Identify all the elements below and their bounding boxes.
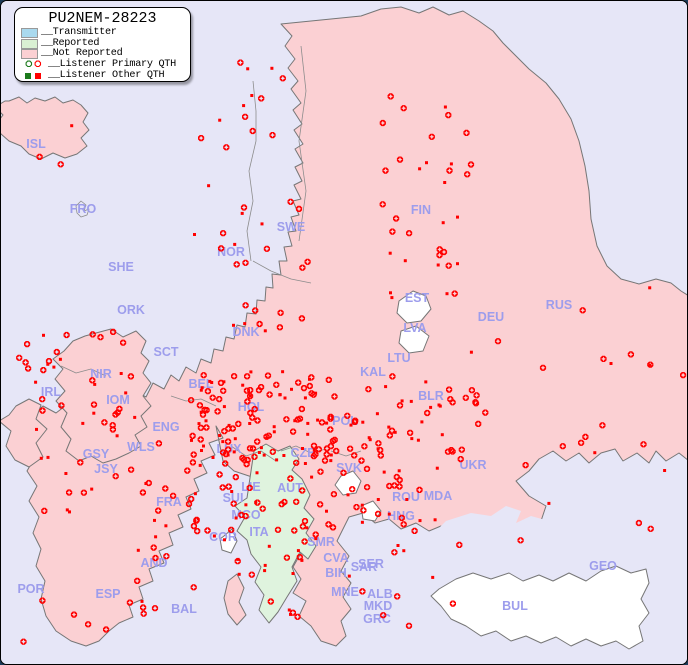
svg-text:SVK: SVK <box>336 461 362 475</box>
svg-text:GSY: GSY <box>83 447 110 461</box>
svg-text:RUS: RUS <box>546 298 572 312</box>
svg-text:ORK: ORK <box>117 303 145 317</box>
svg-text:ITA: ITA <box>249 525 268 539</box>
svg-text:LVA: LVA <box>403 321 426 335</box>
svg-text:EST: EST <box>405 291 430 305</box>
svg-text:SMR: SMR <box>307 535 335 549</box>
svg-text:GEO: GEO <box>589 559 617 573</box>
svg-text:GRC: GRC <box>363 612 391 626</box>
svg-text:SAR: SAR <box>351 560 377 574</box>
svg-text:BAL: BAL <box>171 602 197 616</box>
svg-text:CVA: CVA <box>323 551 348 565</box>
svg-text:ENG: ENG <box>152 420 179 434</box>
svg-text:MNE: MNE <box>331 585 359 599</box>
svg-text:MDA: MDA <box>424 489 452 503</box>
svg-text:MKD: MKD <box>364 599 392 613</box>
svg-text:ISL: ISL <box>26 137 46 151</box>
svg-text:BIH: BIH <box>325 566 347 580</box>
svg-text:FRO: FRO <box>70 202 97 216</box>
svg-text:WLS: WLS <box>127 440 155 454</box>
svg-text:POR: POR <box>17 582 44 596</box>
svg-text:BLR: BLR <box>418 389 444 403</box>
svg-text:DEU: DEU <box>478 310 504 324</box>
svg-text:LTU: LTU <box>387 351 410 365</box>
svg-text:BUL: BUL <box>502 599 528 613</box>
svg-text:ROU: ROU <box>392 490 420 504</box>
svg-text:SHE: SHE <box>108 260 134 274</box>
svg-text:IOM: IOM <box>106 393 130 407</box>
svg-text:SCT: SCT <box>154 345 179 359</box>
svg-text:AUT: AUT <box>277 481 303 495</box>
svg-text:KAL: KAL <box>360 365 386 379</box>
svg-text:DNK: DNK <box>232 325 259 339</box>
svg-text:ESP: ESP <box>95 587 120 601</box>
svg-text:FIN: FIN <box>411 203 431 217</box>
svg-text:FRA: FRA <box>156 495 182 509</box>
svg-text:SWE: SWE <box>277 220 305 234</box>
